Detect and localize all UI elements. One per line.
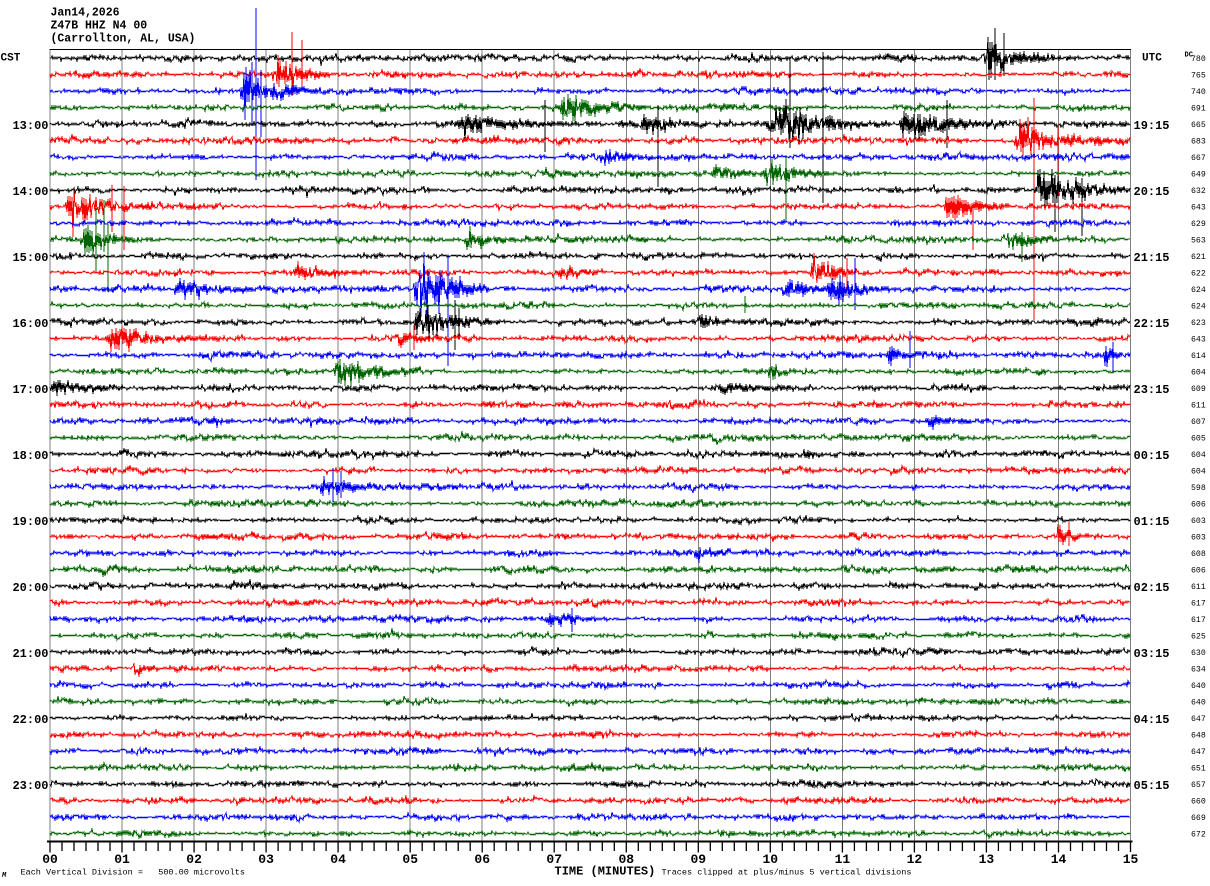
svg-text:03:15: 03:15: [1134, 647, 1170, 661]
svg-text:19:15: 19:15: [1134, 119, 1170, 133]
svg-text:624: 624: [1191, 303, 1206, 312]
svg-text:614: 614: [1191, 352, 1206, 361]
svg-text:12: 12: [907, 852, 923, 867]
svg-text:05:15: 05:15: [1134, 779, 1170, 793]
svg-text:20:15: 20:15: [1134, 185, 1170, 199]
svg-text:623: 623: [1191, 319, 1206, 328]
svg-text:DC: DC: [1185, 52, 1193, 60]
svg-text:06: 06: [474, 852, 490, 867]
svg-text:630: 630: [1191, 649, 1206, 658]
svg-text:02: 02: [186, 852, 202, 867]
svg-text:740: 740: [1191, 88, 1206, 97]
svg-text:11: 11: [835, 852, 851, 867]
svg-text:00:15: 00:15: [1134, 449, 1170, 463]
svg-text:13: 13: [979, 852, 995, 867]
svg-text:13:00: 13:00: [12, 119, 48, 133]
svg-text:14: 14: [1051, 852, 1067, 867]
svg-text:683: 683: [1191, 138, 1206, 147]
svg-text:22:00: 22:00: [12, 713, 48, 727]
svg-text:643: 643: [1191, 336, 1206, 345]
svg-text:04: 04: [330, 852, 346, 867]
svg-text:598: 598: [1191, 484, 1206, 493]
svg-text:647: 647: [1191, 715, 1206, 724]
svg-text:611: 611: [1191, 583, 1206, 592]
svg-text:23:00: 23:00: [12, 779, 48, 793]
svg-text:21:00: 21:00: [12, 647, 48, 661]
svg-text:632: 632: [1191, 187, 1206, 196]
svg-text:607: 607: [1191, 418, 1206, 427]
svg-text:00: 00: [42, 852, 58, 867]
svg-text:01: 01: [114, 852, 130, 867]
svg-text:(Carrollton, AL, USA): (Carrollton, AL, USA): [51, 33, 196, 46]
svg-text:10: 10: [762, 852, 778, 867]
svg-text:672: 672: [1191, 831, 1206, 840]
svg-text:625: 625: [1191, 633, 1206, 642]
svg-text:657: 657: [1191, 781, 1206, 790]
svg-text:608: 608: [1191, 550, 1206, 559]
svg-text:765: 765: [1191, 72, 1206, 81]
svg-text:622: 622: [1191, 270, 1206, 279]
svg-text:621: 621: [1191, 253, 1206, 262]
svg-text:649: 649: [1191, 171, 1206, 180]
svg-text:Jan14,2026: Jan14,2026: [51, 7, 120, 20]
svg-text:648: 648: [1191, 732, 1206, 741]
svg-text:617: 617: [1191, 616, 1206, 625]
svg-text:TIME (MINUTES): TIME (MINUTES): [555, 865, 656, 879]
svg-text:780: 780: [1191, 55, 1206, 64]
svg-text:UTC: UTC: [1142, 53, 1162, 65]
svg-text:21:15: 21:15: [1134, 251, 1170, 265]
svg-text:667: 667: [1191, 154, 1206, 163]
svg-text:23:15: 23:15: [1134, 383, 1170, 397]
svg-text:651: 651: [1191, 765, 1206, 774]
svg-text:15: 15: [1123, 852, 1139, 867]
svg-text:15:00: 15:00: [12, 251, 48, 265]
svg-text:606: 606: [1191, 567, 1206, 576]
svg-text:617: 617: [1191, 600, 1206, 609]
svg-text:609: 609: [1191, 385, 1206, 394]
svg-text:09: 09: [690, 852, 706, 867]
svg-text:Traces clipped at plus/minus 5: Traces clipped at plus/minus 5 vertical …: [662, 868, 912, 878]
svg-text:660: 660: [1191, 798, 1206, 807]
svg-text:605: 605: [1191, 435, 1206, 444]
svg-text:03: 03: [258, 852, 274, 867]
svg-text:640: 640: [1191, 682, 1206, 691]
svg-text:04:15: 04:15: [1134, 713, 1170, 727]
svg-text:643: 643: [1191, 204, 1206, 213]
svg-text:634: 634: [1191, 666, 1206, 675]
svg-text:14:00: 14:00: [12, 185, 48, 199]
svg-text:07: 07: [546, 852, 562, 867]
svg-text:603: 603: [1191, 534, 1206, 543]
svg-text:606: 606: [1191, 501, 1206, 510]
svg-text:691: 691: [1191, 105, 1206, 114]
svg-text:CST: CST: [1, 53, 21, 65]
svg-text:05: 05: [402, 852, 418, 867]
svg-text:08: 08: [618, 852, 634, 867]
svg-text:604: 604: [1191, 451, 1206, 460]
svg-text:611: 611: [1191, 402, 1206, 411]
svg-text:01:15: 01:15: [1134, 515, 1170, 529]
svg-text:563: 563: [1191, 237, 1206, 246]
svg-text:17:00: 17:00: [12, 383, 48, 397]
svg-text:665: 665: [1191, 121, 1206, 130]
svg-text:Z47B HHZ N4 00: Z47B HHZ N4 00: [51, 20, 148, 33]
svg-text:604: 604: [1191, 468, 1206, 477]
svg-text:669: 669: [1191, 814, 1206, 823]
svg-text:604: 604: [1191, 369, 1206, 378]
svg-text:Each Vertical Division = 500: Each Vertical Division = 500.00 microvol…: [21, 868, 245, 878]
svg-text:18:00: 18:00: [12, 449, 48, 463]
svg-text:20:00: 20:00: [12, 581, 48, 595]
svg-text:640: 640: [1191, 699, 1206, 708]
svg-text:19:00: 19:00: [12, 515, 48, 529]
svg-text:16:00: 16:00: [12, 317, 48, 331]
svg-text:647: 647: [1191, 748, 1206, 757]
svg-text:603: 603: [1191, 517, 1206, 526]
svg-text:22:15: 22:15: [1134, 317, 1170, 331]
svg-text:02:15: 02:15: [1134, 581, 1170, 595]
svg-text:624: 624: [1191, 286, 1206, 295]
svg-text:M: M: [1, 872, 7, 880]
svg-text:629: 629: [1191, 220, 1206, 229]
